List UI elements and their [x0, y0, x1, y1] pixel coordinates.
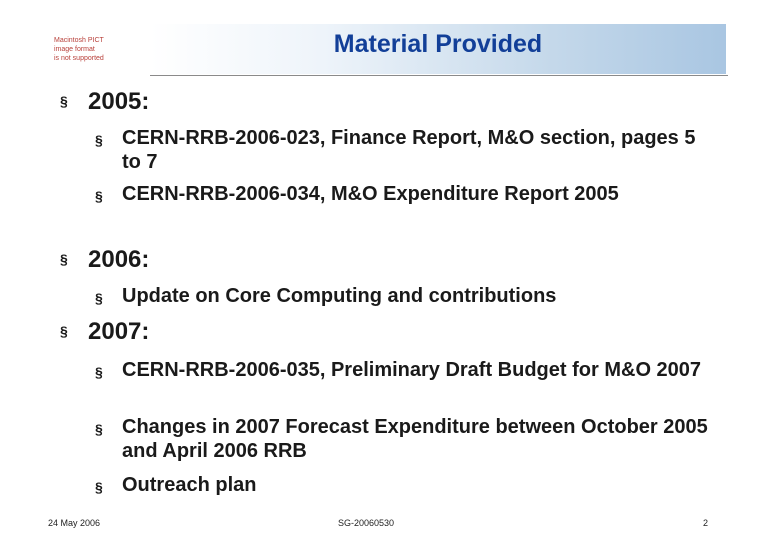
list-item-text: CERN-RRB-2006-035, Preliminary Draft Bud…: [122, 359, 702, 381]
section-heading: 2005:: [88, 88, 150, 115]
pict-placeholder-logo: Macintosh PICT image format is not suppo…: [54, 36, 124, 63]
logo-line-3: is not supported: [54, 55, 104, 62]
title-divider: [150, 75, 728, 76]
list-item-text: Changes in 2007 Forecast Expenditure bet…: [122, 416, 708, 462]
bullet-icon: §: [95, 188, 103, 204]
bullet-icon: §: [95, 421, 103, 437]
bullet-icon: §: [95, 132, 103, 148]
bullet-icon: §: [95, 479, 103, 495]
list-item: § CERN-RRB-2006-035, Preliminary Draft B…: [95, 358, 715, 382]
list-item: § Update on Core Computing and contribut…: [95, 284, 715, 308]
list-item-text: Update on Core Computing and contributio…: [122, 285, 557, 307]
bullet-icon: §: [60, 323, 68, 339]
bullet-icon: §: [60, 251, 68, 267]
bullet-icon: §: [95, 364, 103, 380]
logo-line-2: image format: [54, 46, 95, 53]
footer-page-number: 2: [703, 518, 709, 528]
footer-doc-id: SG-20060530: [338, 518, 395, 528]
list-item: § CERN-RRB-2006-023, Finance Report, M&O…: [95, 126, 715, 174]
list-item: § CERN-RRB-2006-034, M&O Expenditure Rep…: [95, 182, 715, 206]
section-2005: § 2005:: [60, 88, 149, 116]
section-2006: § 2006:: [60, 246, 149, 274]
section-heading: 2006:: [88, 246, 150, 273]
list-item-text: CERN-RRB-2006-034, M&O Expenditure Repor…: [122, 183, 619, 205]
list-item-text: CERN-RRB-2006-023, Finance Report, M&O s…: [122, 127, 696, 173]
list-item: § Changes in 2007 Forecast Expenditure b…: [95, 415, 715, 463]
footer-date: 24 May 2006: [48, 518, 101, 528]
title-band: [150, 24, 726, 74]
section-2007: § 2007:: [60, 318, 149, 346]
slide-title: Material Provided: [333, 30, 543, 58]
bullet-icon: §: [95, 290, 103, 306]
logo-line-1: Macintosh PICT: [54, 37, 104, 44]
list-item: § Outreach plan: [95, 473, 715, 497]
section-heading: 2007:: [88, 318, 150, 345]
bullet-icon: §: [60, 93, 68, 109]
list-item-text: Outreach plan: [122, 474, 257, 496]
